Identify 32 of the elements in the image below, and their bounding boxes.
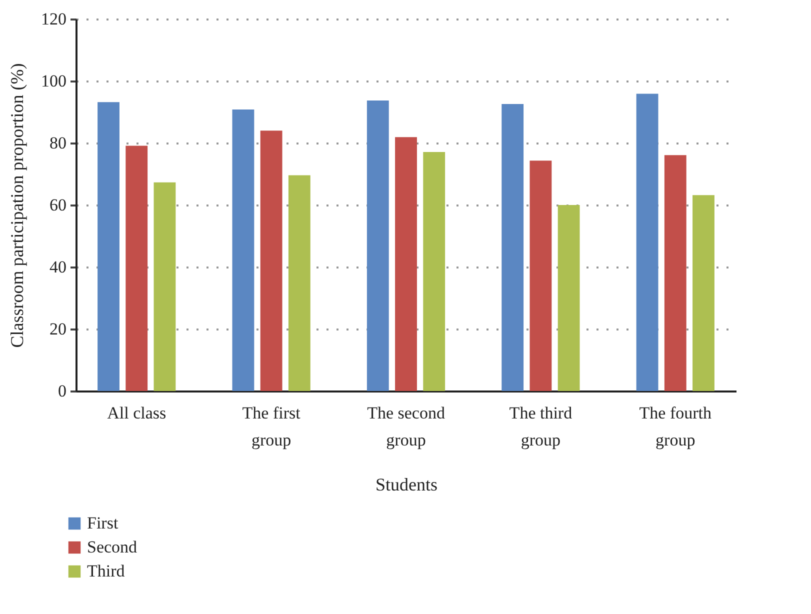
y-tick-label: 20 — [50, 320, 66, 338]
y-tick-label: 0 — [58, 382, 66, 400]
bar — [126, 146, 148, 391]
legend-label: Third — [87, 562, 126, 580]
bar — [154, 182, 176, 391]
y-tick-label: 60 — [50, 196, 66, 214]
legend-label: Second — [87, 538, 138, 556]
x-tick-label: The third group — [509, 404, 573, 450]
bar — [366, 100, 389, 391]
y-tick-label: 120 — [41, 10, 66, 28]
bar — [260, 130, 282, 391]
legend-label: First — [87, 514, 118, 532]
bar — [395, 137, 417, 391]
bar — [558, 205, 580, 391]
y-tick-label: 80 — [50, 134, 66, 152]
y-tick-label: 40 — [50, 258, 66, 276]
bar — [232, 110, 254, 391]
x-tick-label: The fourth group — [639, 404, 712, 450]
y-tick-label: 100 — [41, 72, 66, 90]
bar — [636, 94, 658, 391]
bar — [423, 152, 446, 391]
y-axis-title: Classroom participation proportion (%) — [7, 63, 27, 348]
bar — [502, 104, 524, 391]
x-tick-label: The first group — [242, 404, 301, 450]
bar — [530, 160, 552, 391]
bar — [288, 175, 310, 391]
bar — [664, 155, 686, 391]
x-axis-title: Students — [375, 474, 438, 494]
bar — [692, 195, 714, 391]
x-tick-label: All class — [107, 404, 166, 422]
bar — [98, 102, 120, 391]
x-tick-label: The second group — [367, 404, 446, 450]
